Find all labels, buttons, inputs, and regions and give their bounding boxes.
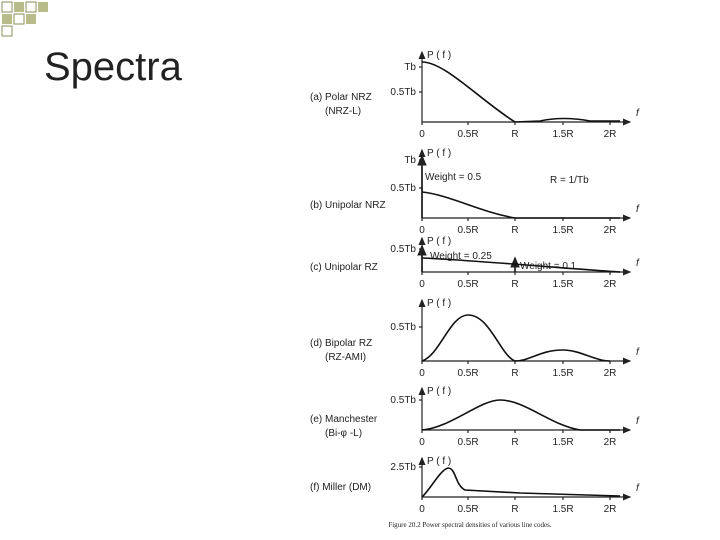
- ordinate-label: P ( f ): [427, 298, 451, 309]
- tick-label: 0.5R: [457, 437, 478, 448]
- square: [25, 1, 37, 13]
- panel-label: (d) Bipolar RZ: [310, 338, 372, 349]
- axis-label: f: [636, 416, 640, 427]
- annotation: Weight = 0.5: [425, 172, 482, 183]
- spectrum-curve: [421, 257, 621, 273]
- tick-label: 0.5R: [457, 504, 478, 515]
- spectrum-curve: [421, 314, 611, 362]
- level-label: 0.5Tb: [390, 322, 416, 333]
- ordinate-label: P ( f ): [427, 50, 451, 61]
- tick-label: R: [511, 279, 518, 290]
- figure-caption: Figure 20.2 Power spectral densities of …: [388, 521, 552, 529]
- tick-label: R: [511, 437, 518, 448]
- tick-label: 0: [419, 437, 425, 448]
- spectrum-curve: [421, 467, 621, 498]
- level-label: 0.5Tb: [390, 183, 416, 194]
- tick-label: 2R: [604, 279, 617, 290]
- level-label: 0.5Tb: [390, 87, 416, 98]
- tick-label: 2R: [604, 368, 617, 379]
- panel-label: (c) Unipolar RZ: [310, 262, 378, 273]
- spectrum-curve: [421, 61, 620, 123]
- tick-label: 0.5R: [457, 368, 478, 379]
- tick-label: 0.5R: [457, 279, 478, 290]
- tick-label: 1.5R: [552, 129, 573, 140]
- tick-label: 0: [419, 368, 425, 379]
- decoration: [1, 1, 48, 37]
- tick-label: 1.5R: [552, 279, 573, 290]
- panel-label: (NRZ-L): [325, 106, 361, 117]
- level-label: 0.5Tb: [390, 395, 416, 406]
- panel-label: (RZ-AMI): [325, 352, 366, 363]
- ordinate-label: P ( f ): [427, 236, 451, 247]
- panel-label: (e) Manchester: [310, 414, 378, 425]
- spectrum-curve: [421, 191, 620, 219]
- tick-label: 1.5R: [552, 368, 573, 379]
- annotation: Weight = 0.25: [430, 251, 492, 262]
- tick-label: R: [511, 225, 518, 236]
- tick-label: 0: [419, 279, 425, 290]
- level-label: Tb: [404, 155, 416, 166]
- axis-label: f: [636, 204, 640, 215]
- tick-label: R: [511, 129, 518, 140]
- tick-label: 1.5R: [552, 225, 573, 236]
- annotation: R = 1/Tb: [550, 175, 589, 186]
- axis-label: f: [636, 347, 640, 358]
- level-label: Tb: [404, 62, 416, 73]
- tick-label: 2R: [604, 129, 617, 140]
- figure: [300, 30, 640, 538]
- tick-label: 2R: [604, 504, 617, 515]
- panel-label: (b) Unipolar NRZ: [310, 200, 386, 211]
- axis-label: f: [636, 108, 640, 119]
- tick-label: 0.5R: [457, 129, 478, 140]
- tick-label: 1.5R: [552, 504, 573, 515]
- square: [26, 14, 36, 24]
- square: [1, 25, 13, 37]
- ordinate-label: P ( f ): [427, 456, 451, 467]
- slide-title: Spectra: [44, 45, 183, 89]
- square: [1, 1, 13, 13]
- tick-label: 0: [419, 225, 425, 236]
- tick-label: 2R: [604, 437, 617, 448]
- tick-label: 2R: [604, 225, 617, 236]
- axis-label: f: [636, 483, 640, 494]
- square: [2, 14, 12, 24]
- panel-label: (Bi-φ -L): [325, 428, 362, 439]
- level-label: 2.5Tb: [390, 462, 416, 473]
- tick-label: 0: [419, 129, 425, 140]
- tick-label: R: [511, 504, 518, 515]
- tick-label: 0: [419, 504, 425, 515]
- tick-label: R: [511, 368, 518, 379]
- ordinate-label: P ( f ): [427, 148, 451, 159]
- square: [13, 13, 25, 25]
- square: [38, 2, 48, 12]
- tick-label: 0.5R: [457, 225, 478, 236]
- ordinate-label: P ( f ): [427, 386, 451, 397]
- level-label: 0.5Tb: [390, 244, 416, 255]
- square: [14, 2, 24, 12]
- tick-label: 1.5R: [552, 437, 573, 448]
- spectrum-curve: [421, 399, 620, 431]
- panel-label: (a) Polar NRZ: [310, 92, 372, 103]
- panel-label: (f) Miller (DM): [310, 482, 371, 493]
- axis-label: f: [636, 258, 640, 269]
